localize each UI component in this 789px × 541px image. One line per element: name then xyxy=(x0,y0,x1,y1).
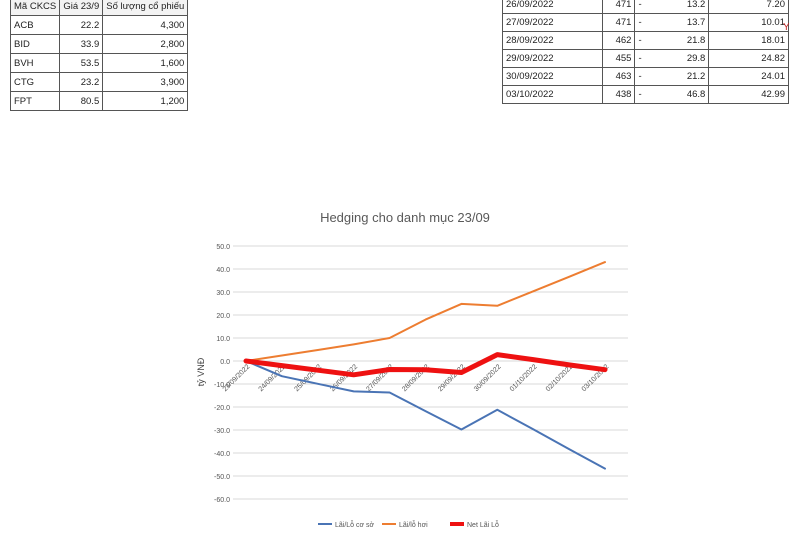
legend-label: Lãi/Lỗ cơ sở xyxy=(335,520,375,529)
table-row: 03/10/2022 438 - 46.8 42.99 xyxy=(502,85,789,104)
x-tick-label: 29/09/2022 xyxy=(437,363,467,393)
y-tick-label: -60.0 xyxy=(214,497,230,504)
series-line-1 xyxy=(245,360,606,470)
y-tick-label: 0.0 xyxy=(220,359,230,366)
table-row: 28/09/2022 462 - 21.8 18.01 xyxy=(502,31,789,50)
table-row: 30/09/2022 463 - 21.2 24.01 xyxy=(502,67,789,86)
y-tick-label: 40.0 xyxy=(216,267,230,274)
y-tick-label: -50.0 xyxy=(214,474,230,481)
cell-share-count: 1,200 xyxy=(102,91,189,111)
x-tick-label: 23/09/2022 xyxy=(222,363,252,393)
table-header-row: Mã CKCS Giá 23/9 Số lượng cổ phiếu xyxy=(9,0,189,16)
cell-date: 03/10/2022 xyxy=(502,85,603,104)
cell-sign: - xyxy=(634,85,661,104)
y-tick-label: -10.0 xyxy=(214,382,230,389)
table-row: FPT 80.5 1,200 xyxy=(9,91,189,111)
chart-title: Hedging cho danh mục 23/09 xyxy=(320,210,490,225)
y-tick-label: -20.0 xyxy=(214,405,230,412)
y-tick-label: 30.0 xyxy=(216,290,230,297)
y-tick-label: -40.0 xyxy=(214,451,230,458)
cell-price: 80.5 xyxy=(59,91,104,111)
cell-hedge-gain: 42.99 xyxy=(708,85,789,104)
cursor-mark: Y xyxy=(783,22,789,33)
y-tick-label: 10.0 xyxy=(216,336,230,343)
y-axis-label: tỷ VNĐ xyxy=(196,357,206,386)
series-line-2 xyxy=(245,261,606,362)
legend-label: Net Lãi Lỗ xyxy=(467,520,499,529)
cell-stock-code: FPT xyxy=(9,91,61,111)
y-tick-label: 20.0 xyxy=(216,313,230,320)
table-row: BVH 53.5 1,600 xyxy=(9,53,189,73)
cell-hedge-gain: 18.01 xyxy=(708,31,789,50)
header-share-count: Số lượng cổ phiếu xyxy=(102,0,189,16)
x-tick-label: 30/09/2022 xyxy=(473,363,503,393)
x-tick-label: 01/10/2022 xyxy=(509,363,539,393)
series-line-3 xyxy=(243,352,608,378)
y-tick-label: -30.0 xyxy=(214,428,230,435)
y-tick-label: 50.0 xyxy=(216,244,230,251)
header-price: Giá 23/9 xyxy=(59,0,104,16)
table-row: BID 33.9 2,800 xyxy=(9,34,189,54)
hedging-result-table: 26/09/2022 471 - 13.2 7.20 27/09/2022 47… xyxy=(502,0,789,104)
table-row: 29/09/2022 455 - 29.8 24.82 xyxy=(502,49,789,68)
cell-base-loss: 46.8 xyxy=(660,85,710,104)
x-tick-label: 02/10/2022 xyxy=(545,363,575,393)
stock-price-table: Mã CKCS Giá 23/9 Số lượng cổ phiếu ACB 2… xyxy=(9,0,189,111)
legend-label: Lãi/lỗ hơi xyxy=(399,520,428,529)
